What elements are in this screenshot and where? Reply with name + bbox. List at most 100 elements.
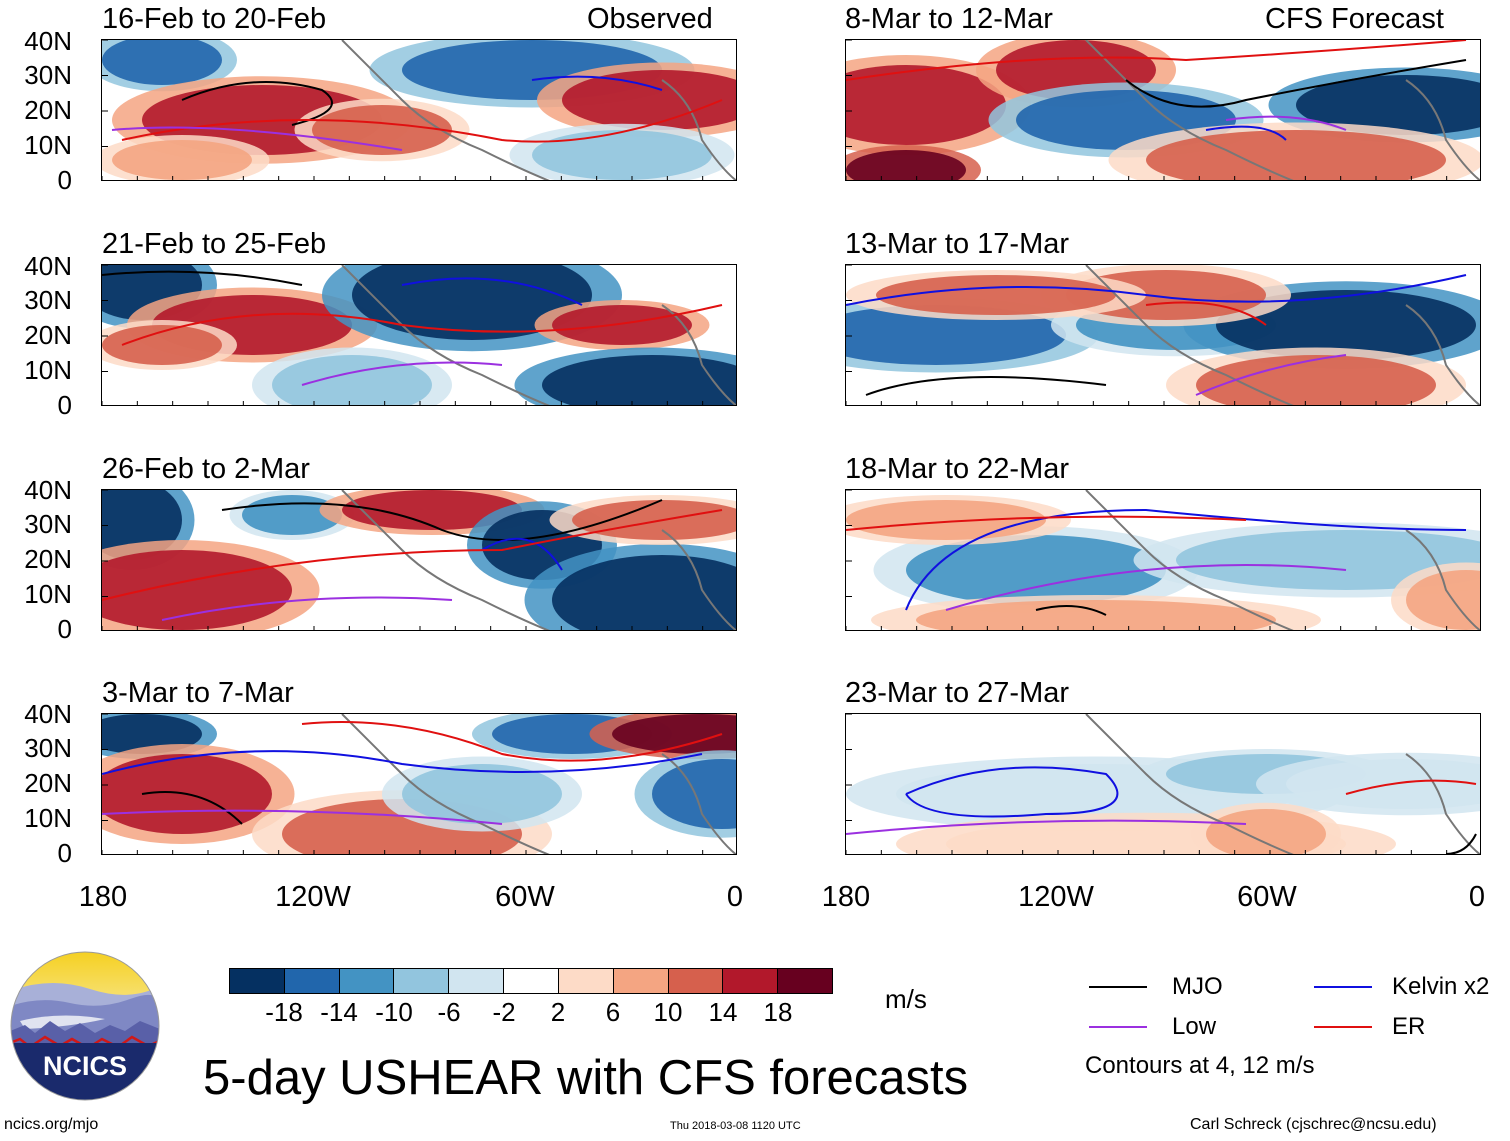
colorbar-swatch <box>722 969 778 993</box>
legend-label-er: ER <box>1392 1013 1426 1040</box>
anomaly-core <box>876 275 1116 315</box>
y-tick: 40N <box>24 699 72 729</box>
y-tick: 20N <box>24 544 72 574</box>
map-plot <box>101 713 737 855</box>
anomaly-core <box>112 140 252 180</box>
x-tick: 180 <box>78 881 128 913</box>
contour-line <box>846 274 1467 306</box>
y-tick: 30N <box>24 60 72 90</box>
contour-line <box>141 791 243 825</box>
panel-title: 3-Mar to 7-Mar <box>102 677 294 709</box>
coastline <box>341 265 736 405</box>
contour-line <box>102 270 303 286</box>
contour-line <box>945 564 1347 611</box>
colorbar-label: -10 <box>375 997 413 1027</box>
panel-title: 16-Feb to 20-Feb <box>102 3 327 35</box>
colorbar-swatch <box>503 969 558 993</box>
colorbar-label: 10 <box>653 997 683 1027</box>
x-tick: 180 <box>821 881 871 913</box>
y-tick: 0 <box>57 614 72 644</box>
colorbar-label: 18 <box>763 997 793 1027</box>
y-tick: 30N <box>24 285 72 315</box>
contour-line <box>1125 59 1467 108</box>
anomaly-core <box>532 130 712 180</box>
y-tick: 40N <box>24 26 72 56</box>
map-plot <box>845 264 1481 406</box>
colorbar-swatch <box>448 969 504 993</box>
anomaly-core <box>102 714 202 754</box>
colorbar-swatches <box>229 968 833 994</box>
colorbar-label: 14 <box>708 997 738 1027</box>
anomaly-core <box>1406 570 1480 630</box>
legend-line-mjo <box>1089 986 1147 988</box>
contour-line <box>905 766 1119 818</box>
y-tick: 20N <box>24 768 72 798</box>
anomaly-core <box>1296 75 1480 135</box>
y-tick: 10N <box>24 579 72 609</box>
contour-line <box>221 499 663 541</box>
contour-line <box>1205 125 1287 141</box>
y-tick: 40N <box>24 475 72 505</box>
y-tick: 40N <box>24 251 72 281</box>
y-tick: 30N <box>24 733 72 763</box>
legend-line-low <box>1089 1026 1147 1028</box>
panel-title: 13-Mar to 17-Mar <box>845 228 1070 260</box>
colorbar-label: -14 <box>320 997 358 1027</box>
contour-note: Contours at 4, 12 m/s <box>1085 1052 1315 1079</box>
x-tick: 120W <box>1018 881 1094 913</box>
anomaly-core <box>552 555 736 630</box>
contour-line <box>846 40 1467 81</box>
anomaly-core <box>916 600 1276 630</box>
panel-title: 8-Mar to 12-Mar <box>845 3 1053 35</box>
anomaly-core <box>1176 530 1480 590</box>
legend-line-kelvin <box>1314 986 1372 988</box>
anomaly-core <box>652 759 736 829</box>
anomaly-core <box>906 535 1166 605</box>
y-tick: 10N <box>24 130 72 160</box>
y-tick: 20N <box>24 320 72 350</box>
colorbar-swatch <box>777 969 832 993</box>
contour-line <box>846 515 1247 531</box>
contour-line <box>1035 605 1107 616</box>
colorbar-swatch <box>612 969 668 993</box>
contour-line <box>481 537 563 571</box>
anomaly-core <box>1286 759 1480 809</box>
colorbar-label: 2 <box>550 997 566 1027</box>
coastline <box>1085 490 1480 630</box>
map-plot <box>845 489 1481 631</box>
coastline <box>341 714 736 854</box>
contour-line <box>121 304 723 346</box>
colorbar <box>229 968 833 994</box>
anomaly-core <box>572 500 736 540</box>
legend-label-low: Low <box>1172 1013 1217 1040</box>
panel-title: 26-Feb to 2-Mar <box>102 453 310 485</box>
coastline <box>1085 265 1480 405</box>
map-plot <box>845 39 1481 181</box>
left-header: Observed <box>587 3 713 35</box>
x-tick: 60W <box>1237 881 1297 913</box>
anomaly-core <box>542 355 736 405</box>
map-plot <box>101 489 737 631</box>
logo-graphic: NCICS <box>10 951 160 1101</box>
contour-line <box>531 75 663 91</box>
x-tick: 0 <box>1468 881 1486 913</box>
anomaly-core <box>402 764 562 824</box>
contour-line <box>121 99 723 143</box>
anomaly-core <box>846 150 966 180</box>
legend-line-er <box>1314 1026 1372 1028</box>
site-url: ncics.org/mjo <box>4 1116 99 1133</box>
anomaly-core <box>612 714 736 754</box>
y-tick: 30N <box>24 509 72 539</box>
legend-label-kelvin: Kelvin x2 <box>1392 973 1490 1000</box>
contour-line <box>1195 354 1347 396</box>
coastline <box>341 40 736 180</box>
colorbar-swatch <box>338 969 394 993</box>
contour-line <box>301 361 503 386</box>
colorbar-label: -18 <box>265 997 303 1027</box>
y-tick: 0 <box>57 165 72 195</box>
contour-line <box>865 376 1107 396</box>
anomaly-core <box>102 325 222 365</box>
coastline <box>1085 714 1480 854</box>
contour-line <box>1225 115 1347 131</box>
anomaly-core <box>846 65 1006 145</box>
